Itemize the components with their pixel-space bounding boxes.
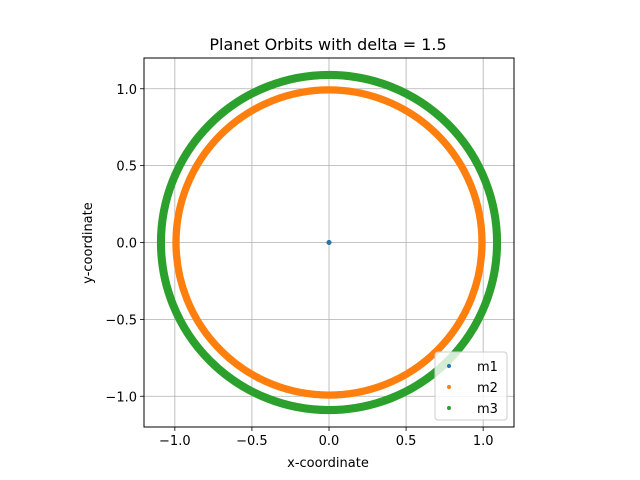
- x-tick-label: −1.0: [159, 434, 191, 449]
- y-tick-label: 0.0: [116, 237, 137, 252]
- y-tick-label: 0.5: [116, 160, 137, 175]
- legend-marker-m3: [447, 406, 451, 410]
- legend-label-m3: m3: [477, 402, 498, 417]
- x-tick-label: −0.5: [236, 434, 268, 449]
- legend-label-m1: m1: [477, 360, 498, 375]
- x-tick-label: 1.0: [473, 434, 494, 449]
- axis-ticks: −1.0 −0.5 0.0 0.5 1.0 −1.0 −0.5 0.0 0.5 1.0: [105, 83, 493, 449]
- x-axis-label: x-coordinate: [287, 456, 369, 471]
- legend: m1 m2 m3: [434, 351, 508, 421]
- chart-title: Planet Orbits with delta = 1.5: [209, 35, 446, 54]
- x-tick-label: 0.5: [396, 434, 417, 449]
- legend-marker-m2: [447, 385, 451, 389]
- legend-marker-m1: [447, 364, 451, 368]
- point-m1: [326, 240, 332, 246]
- y-tick-label: −1.0: [105, 390, 137, 405]
- x-tick-label: 0.0: [319, 434, 340, 449]
- y-axis-label: y-coordinate: [81, 202, 96, 284]
- y-tick-label: −0.5: [105, 313, 137, 328]
- legend-label-m2: m2: [477, 381, 498, 396]
- orbit-m3: [156, 70, 502, 415]
- plot-data: [156, 70, 502, 415]
- legend-box: [434, 351, 508, 421]
- y-tick-label: 1.0: [116, 83, 137, 98]
- orbit-m2: [172, 86, 486, 399]
